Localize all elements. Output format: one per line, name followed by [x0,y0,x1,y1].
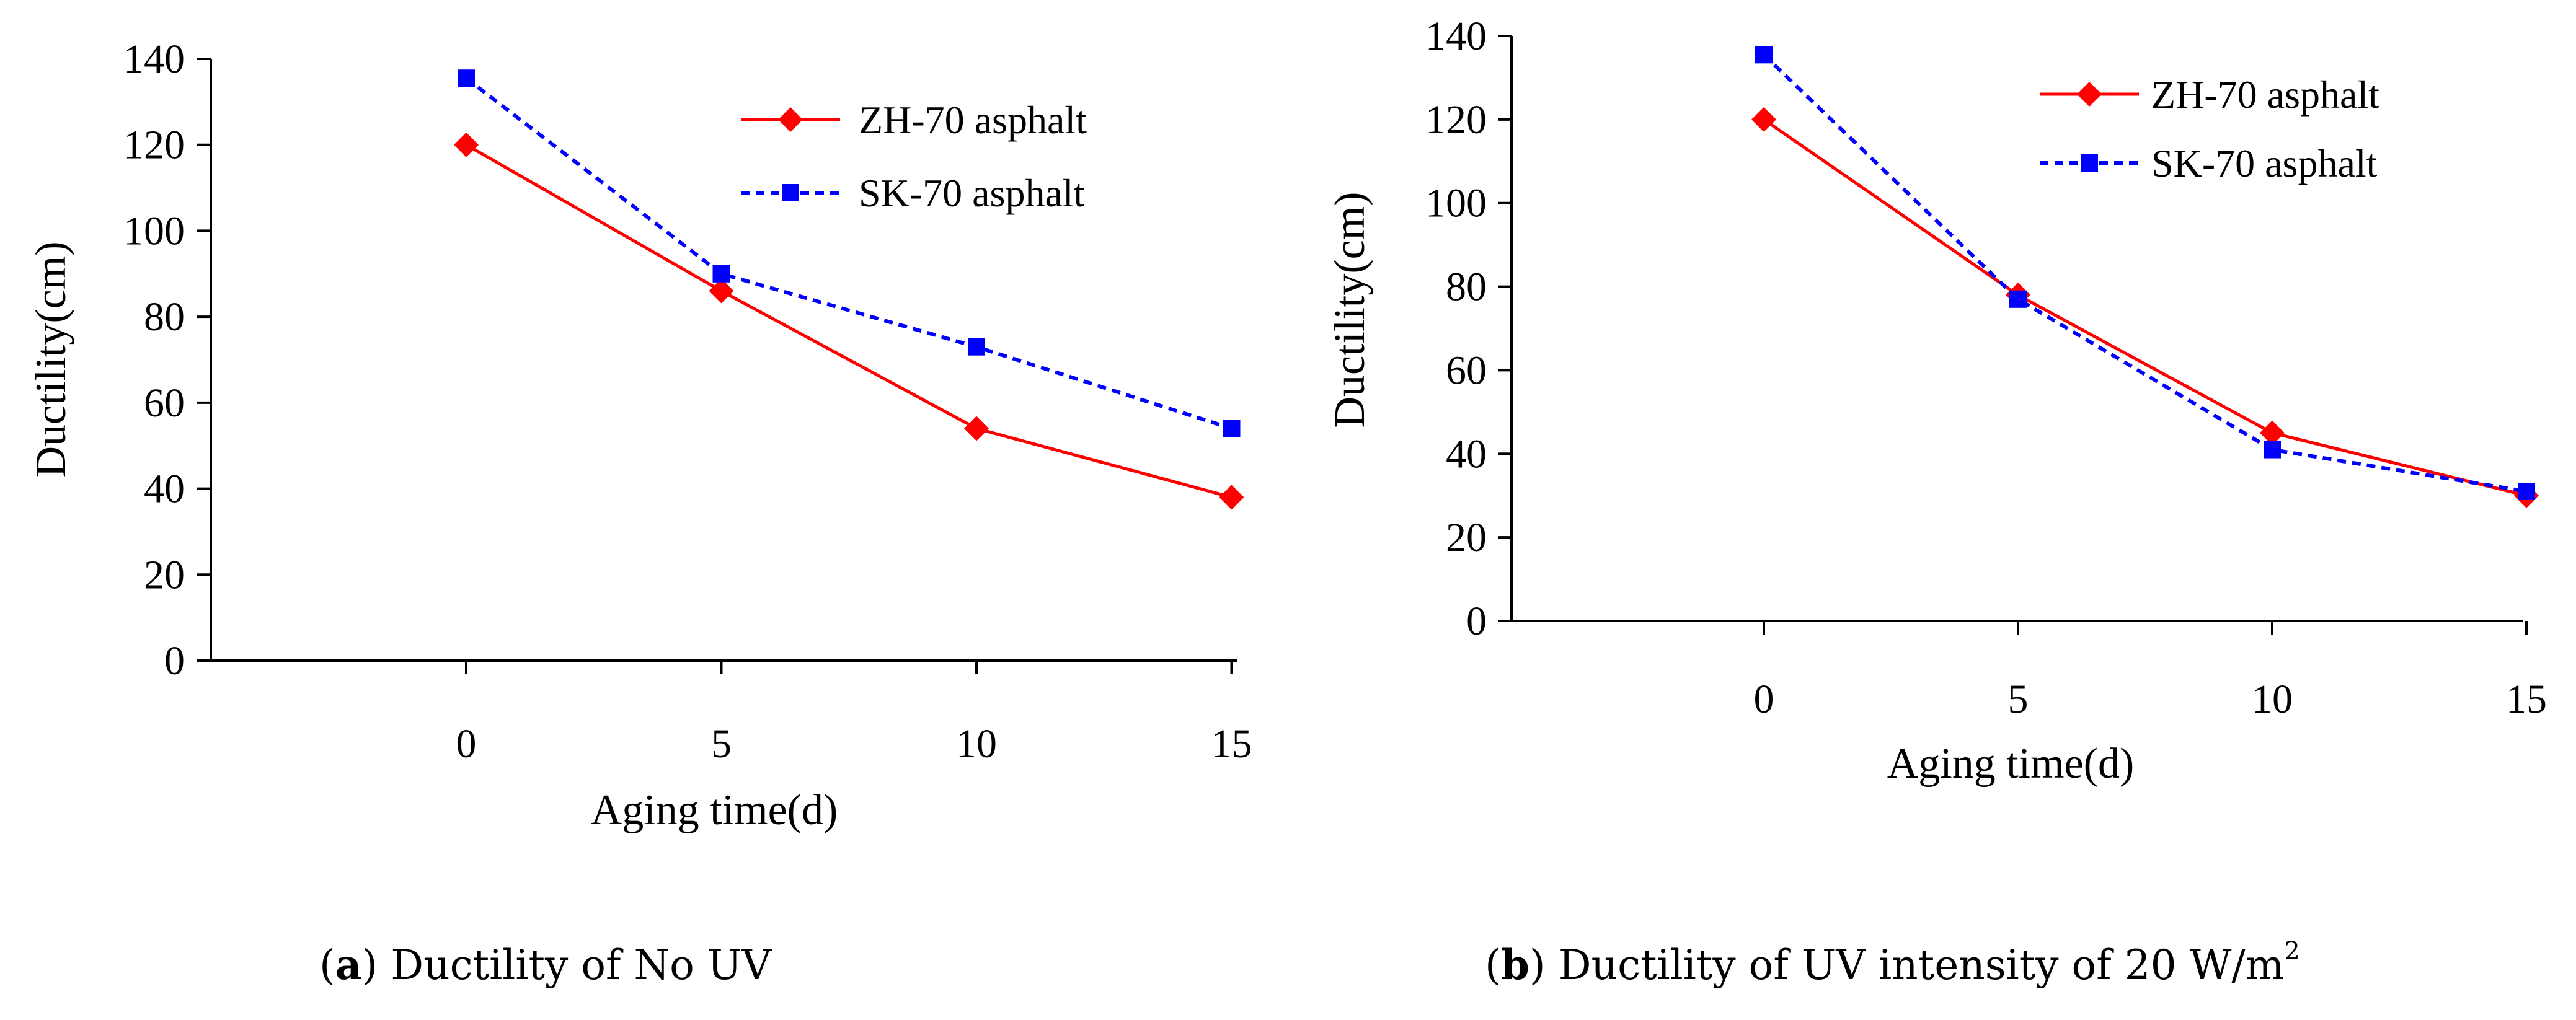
legend-marker-zh70 [2077,82,2102,107]
y-tick-label: 40 [1446,431,1487,477]
caption-b-text: Ductility of UV intensity of 20 W/m [1558,941,2285,989]
y-tick-label: 0 [164,638,185,684]
data-point-zh70 [1219,485,1244,510]
data-point-sk70 [2009,290,2027,308]
series-line-zh70 [1763,118,2527,498]
x-tick-label: 10 [2252,677,2293,722]
y-tick-label: 80 [1446,265,1487,310]
y-tick-label: 140 [1425,14,1487,59]
data-point-sk70 [712,265,730,283]
legend-label-zh70: ZH-70 asphalt [2151,73,2379,117]
caption-b-superscript: 2 [2284,937,2300,965]
y-tick-label: 60 [144,380,185,426]
data-point-sk70 [968,338,985,356]
legend-label-sk70: SK-70 asphalt [859,171,1085,215]
data-point-zh70 [1751,107,1776,132]
legend-marker-zh70 [778,107,803,132]
series-line-sk70 [1762,53,2527,493]
series-line-sk70 [465,76,1233,431]
data-point-sk70 [1755,46,1773,64]
y-tick-label: 60 [1446,348,1487,393]
legend-marker-sk70 [2081,154,2098,172]
y-tick-label: 100 [1425,181,1487,226]
caption-b-letter: b [1500,941,1529,989]
data-point-sk70 [2264,441,2281,459]
caption-b: (b) Ductility of UV intensity of 20 W/m2 [1485,937,2300,989]
x-tick-label: 15 [2506,677,2547,722]
chart-b: 0 20 40 60 80 100 120 140 0 5 10 15 Aging time(d) Duc… [1326,14,2547,788]
x-tick-label: 0 [456,721,477,767]
data-point-zh70 [2260,420,2285,446]
data-point-sk70 [1223,420,1241,437]
y-tick-label: 40 [144,467,185,512]
x-axis-title: Aging time(d) [1887,740,2135,788]
y-axis-title: Ductility(cm) [1326,191,1374,428]
chart-a: 0 20 40 60 80 100 120 140 0 5 10 15 Aging time(d) Duc… [27,37,1252,834]
caption-a-letter: a [335,941,362,989]
data-point-sk70 [458,69,475,87]
legend-label-sk70: SK-70 asphalt [2151,141,2378,185]
caption-a-text: Ductility of No UV [391,941,772,989]
y-tick-label: 0 [1466,599,1487,644]
x-axis-title: Aging time(d) [591,786,838,834]
x-tick-label: 15 [1211,721,1252,767]
x-tick-label: 5 [711,721,732,767]
y-tick-label: 140 [123,37,185,82]
data-point-zh70 [454,132,479,157]
y-tick-label: 120 [1425,97,1487,143]
y-tick-label: 100 [123,208,185,253]
data-point-sk70 [2518,482,2535,500]
y-tick-label: 80 [144,294,185,340]
x-tick-label: 0 [1754,677,1774,722]
data-point-zh70 [709,278,734,304]
caption-a: (a) Ductility of No UV [319,941,772,989]
y-tick-label: 20 [144,552,185,597]
x-tick-label: 5 [2008,677,2029,722]
series-line-zh70 [465,143,1233,499]
data-point-zh70 [964,416,989,441]
x-tick-label: 10 [956,721,997,767]
y-tick-label: 120 [123,123,185,168]
legend-marker-sk70 [782,184,799,201]
legend-label-zh70: ZH-70 asphalt [859,98,1087,142]
y-tick-label: 20 [1446,515,1487,560]
y-axis-title: Ductility(cm) [27,241,75,477]
